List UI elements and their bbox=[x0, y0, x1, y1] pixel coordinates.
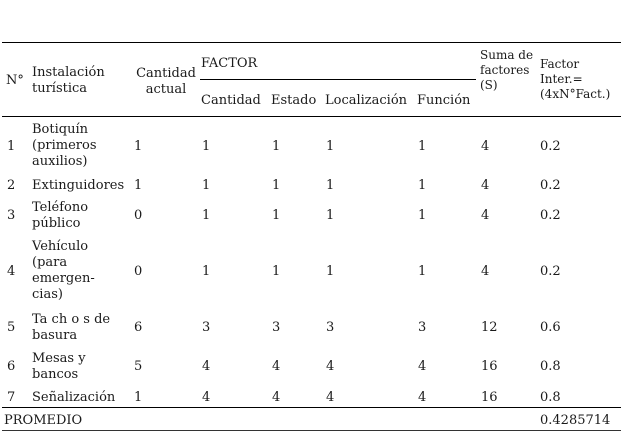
row-cantidad: 1 bbox=[202, 178, 211, 193]
subheader-localizacion: Localización bbox=[325, 93, 408, 108]
row-factor-inter: 0.2 bbox=[540, 208, 561, 223]
promedio-label: PROMEDIO bbox=[4, 413, 83, 428]
row-localizacion: 4 bbox=[326, 359, 335, 374]
row-name: Ta ch o s de basura bbox=[32, 312, 111, 343]
row-funcion: 3 bbox=[418, 320, 427, 335]
row-cantidad-actual: 6 bbox=[134, 320, 143, 335]
row-cantidad-actual: 0 bbox=[134, 208, 143, 223]
row-cantidad-actual: 5 bbox=[134, 359, 143, 374]
row-suma: 4 bbox=[481, 178, 490, 193]
row-suma: 4 bbox=[481, 139, 490, 154]
row-funcion: 1 bbox=[418, 139, 427, 154]
header-instalacion: Instalación turística bbox=[32, 65, 105, 96]
row-name: Teléfono público bbox=[32, 200, 89, 231]
row-localizacion: 1 bbox=[326, 178, 335, 193]
row-number: 2 bbox=[7, 178, 16, 193]
header-factor: FACTOR bbox=[201, 56, 258, 71]
row-factor-inter: 0.8 bbox=[540, 390, 561, 405]
row-localizacion: 1 bbox=[326, 264, 335, 279]
row-number: 3 bbox=[7, 208, 16, 223]
row-cantidad: 4 bbox=[202, 390, 211, 405]
row-localizacion: 3 bbox=[326, 320, 335, 335]
row-localizacion: 4 bbox=[326, 390, 335, 405]
row-cantidad: 4 bbox=[202, 359, 211, 374]
header-number: N° bbox=[6, 73, 24, 88]
row-cantidad-actual: 1 bbox=[134, 139, 143, 154]
promedio-value: 0.4285714 bbox=[540, 413, 611, 428]
row-factor-inter: 0.6 bbox=[540, 320, 561, 335]
row-cantidad: 1 bbox=[202, 208, 211, 223]
row-estado: 3 bbox=[272, 320, 281, 335]
row-suma: 12 bbox=[481, 320, 498, 335]
row-estado: 1 bbox=[272, 139, 281, 154]
row-name: Extinguidores bbox=[32, 178, 125, 193]
row-estado: 1 bbox=[272, 178, 281, 193]
header-factor-inter: Factor Inter.= (4xN°Fact.) bbox=[540, 57, 611, 101]
row-cantidad-actual: 1 bbox=[134, 178, 143, 193]
top-rule bbox=[2, 42, 621, 43]
header-suma: Suma de factores (S) bbox=[480, 48, 534, 92]
row-funcion: 4 bbox=[418, 359, 427, 374]
row-localizacion: 1 bbox=[326, 208, 335, 223]
row-name: Botiquín (primeros auxilios) bbox=[32, 122, 97, 169]
row-estado: 1 bbox=[272, 208, 281, 223]
row-cantidad: 1 bbox=[202, 139, 211, 154]
footer-top-rule bbox=[2, 407, 621, 408]
factor-underline bbox=[200, 79, 476, 80]
row-factor-inter: 0.2 bbox=[540, 178, 561, 193]
row-factor-inter: 0.2 bbox=[540, 139, 561, 154]
row-number: 5 bbox=[7, 320, 16, 335]
row-estado: 1 bbox=[272, 264, 281, 279]
header-cantidad-actual: Cantidad actual bbox=[136, 66, 196, 97]
bottom-rule bbox=[2, 430, 621, 431]
row-factor-inter: 0.2 bbox=[540, 264, 561, 279]
row-cantidad-actual: 0 bbox=[134, 264, 143, 279]
row-factor-inter: 0.8 bbox=[540, 359, 561, 374]
row-suma: 16 bbox=[481, 359, 498, 374]
row-suma: 4 bbox=[481, 264, 490, 279]
row-funcion: 4 bbox=[418, 390, 427, 405]
row-funcion: 1 bbox=[418, 208, 427, 223]
row-localizacion: 1 bbox=[326, 139, 335, 154]
header-bottom-rule bbox=[2, 116, 621, 117]
subheader-funcion: Función bbox=[417, 93, 471, 108]
row-name: Señalización bbox=[32, 390, 116, 405]
row-funcion: 1 bbox=[418, 178, 427, 193]
subheader-estado: Estado bbox=[271, 93, 317, 108]
row-estado: 4 bbox=[272, 359, 281, 374]
row-suma: 4 bbox=[481, 208, 490, 223]
row-number: 6 bbox=[7, 359, 16, 374]
subheader-cantidad: Cantidad bbox=[201, 93, 261, 108]
row-cantidad: 1 bbox=[202, 264, 211, 279]
row-name: Mesas y bancos bbox=[32, 351, 86, 382]
row-number: 7 bbox=[7, 390, 16, 405]
row-number: 4 bbox=[7, 264, 16, 279]
row-cantidad: 3 bbox=[202, 320, 211, 335]
row-number: 1 bbox=[7, 139, 16, 154]
row-cantidad-actual: 1 bbox=[134, 390, 143, 405]
row-name: Vehículo (para emergen-cias) bbox=[32, 239, 95, 302]
row-estado: 4 bbox=[272, 390, 281, 405]
row-funcion: 1 bbox=[418, 264, 427, 279]
row-suma: 16 bbox=[481, 390, 498, 405]
